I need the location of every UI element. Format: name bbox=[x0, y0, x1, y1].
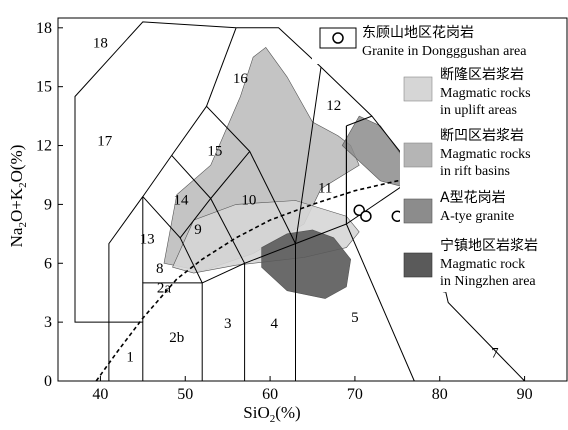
y-axis-title-sub-2: 2 bbox=[17, 182, 29, 188]
plot-frame bbox=[57, 17, 568, 382]
y-tick-label: 0 bbox=[44, 373, 52, 390]
y-tick-label: 15 bbox=[36, 79, 52, 96]
legend-granite-marker bbox=[332, 32, 344, 44]
field-label-2b: 2b bbox=[169, 330, 184, 346]
field-label-8: 8 bbox=[156, 261, 164, 277]
y-axis: 0 3 6 9 12 15 18 bbox=[36, 20, 63, 390]
regions-layer bbox=[163, 46, 428, 299]
field-label-3: 3 bbox=[224, 316, 232, 332]
y-tick-label: 3 bbox=[44, 314, 52, 331]
field-label-7: 7 bbox=[491, 346, 499, 362]
x-axis-title-sub: 2 bbox=[270, 413, 276, 425]
x-tick-label: 80 bbox=[432, 386, 448, 403]
field-label-12: 12 bbox=[326, 98, 341, 114]
y-tick-label: 9 bbox=[44, 196, 52, 213]
x-axis: 40 50 60 70 80 90 bbox=[92, 376, 533, 403]
field-boundary-10 bbox=[210, 198, 246, 264]
legend-uplift-swatch bbox=[403, 76, 433, 102]
tas-boundaries bbox=[74, 21, 525, 382]
legend-granite-en: Granite in Dongggushan area bbox=[362, 44, 527, 59]
field-boundary-13 bbox=[171, 155, 212, 199]
legend-ningzhen-cn: 宁镇地区岩浆岩 bbox=[440, 237, 538, 254]
field-boundary-1 bbox=[108, 321, 144, 381]
legend-rift-cn: 断凹区岩浆岩 bbox=[440, 128, 524, 144]
alkaline-dividing-line bbox=[95, 174, 440, 382]
field-boundary-11 bbox=[249, 151, 296, 244]
field-label-4: 4 bbox=[271, 316, 279, 332]
y-tick-label: 18 bbox=[36, 20, 52, 37]
field-label-5: 5 bbox=[351, 310, 359, 326]
field-label-9: 9 bbox=[194, 222, 202, 238]
x-axis-title-unit: (%) bbox=[275, 403, 300, 422]
legend-rift-en-2: in rift basins bbox=[440, 164, 510, 179]
legend-ningzhen-en-2: in Ningzhen area bbox=[440, 274, 536, 289]
legend-rift-swatch bbox=[403, 142, 433, 168]
field-boundary-9 bbox=[179, 237, 203, 284]
y-tick-label: 12 bbox=[36, 138, 52, 155]
x-tick-label: 50 bbox=[177, 386, 193, 403]
field-boundary-16 bbox=[346, 115, 373, 127]
field-label-2a: 2a bbox=[157, 281, 172, 297]
field-boundary-12 bbox=[142, 105, 251, 197]
legend-granite-box bbox=[319, 27, 357, 49]
field-boundary-14 bbox=[206, 27, 237, 107]
y-axis-title-part-1: Na bbox=[7, 227, 26, 247]
legend-uplift-cn: 断隆区岩浆岩 bbox=[440, 67, 524, 83]
y-axis-title-part-3: O(%) bbox=[7, 145, 26, 183]
x-axis-title-main: SiO bbox=[243, 403, 269, 422]
legend-background bbox=[312, 20, 562, 64]
legend-atype-en: A-tye granite bbox=[440, 209, 514, 224]
field-labels: 12a2b3456789101112131415161718Ir bbox=[93, 35, 499, 365]
field-label-11: 11 bbox=[318, 181, 332, 197]
field-boundary-8 bbox=[142, 151, 251, 239]
legend: 东顾山地区花岗岩 Granite in Dongggushan area 断隆区… bbox=[312, 20, 564, 292]
field-label-15: 15 bbox=[207, 143, 222, 159]
field-label-18: 18 bbox=[93, 35, 108, 51]
x-tick-label: 40 bbox=[92, 386, 108, 403]
y-axis-title-sub-1: 2 bbox=[17, 222, 29, 228]
field-boundary-18 bbox=[74, 21, 237, 323]
field-boundary-19 bbox=[108, 196, 144, 323]
field-label-17: 17 bbox=[97, 134, 113, 150]
x-axis-title: SiO2(%) bbox=[243, 403, 300, 425]
legend-granite-cn: 东顾山地区花岗岩 bbox=[362, 25, 474, 41]
legend-atype-swatch bbox=[403, 198, 433, 224]
field-label-14: 14 bbox=[174, 192, 190, 208]
field-boundary-2 bbox=[142, 282, 203, 381]
legend-ningzhen-swatch bbox=[403, 252, 433, 278]
field-label-1: 1 bbox=[126, 349, 134, 365]
legend-ningzhen-en-1: Magmatic rock bbox=[440, 257, 525, 272]
y-tick-label: 6 bbox=[44, 255, 52, 272]
region-ningzhen bbox=[261, 229, 352, 299]
field-label-16: 16 bbox=[233, 71, 249, 87]
data-point bbox=[360, 210, 372, 222]
y-axis-title: Na2O+K2O(%) bbox=[7, 145, 29, 248]
legend-rift-en-1: Magmatic rocks bbox=[440, 147, 531, 162]
x-tick-label: 70 bbox=[347, 386, 363, 403]
x-tick-label: 90 bbox=[517, 386, 533, 403]
legend-atype-cn: A型花岗岩 bbox=[440, 190, 506, 206]
field-label-10: 10 bbox=[241, 192, 256, 208]
legend-uplift-en-1: Magmatic rocks bbox=[440, 86, 531, 101]
field-label-13: 13 bbox=[140, 232, 155, 248]
x-tick-label: 60 bbox=[262, 386, 278, 403]
field-boundary-17 bbox=[295, 67, 322, 244]
y-axis-title-part-2: O+K bbox=[7, 187, 26, 222]
legend-uplift-en-2: in uplift areas bbox=[440, 103, 517, 118]
